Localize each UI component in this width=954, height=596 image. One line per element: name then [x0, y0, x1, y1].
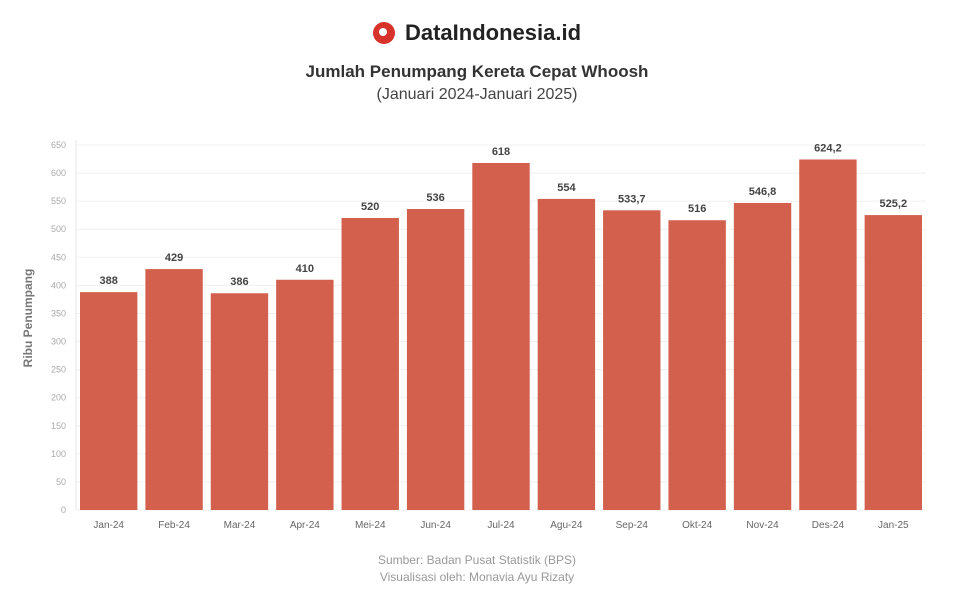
data-label: 388: [100, 275, 118, 287]
x-tick-label: Jul-24: [487, 520, 515, 531]
bar: [799, 159, 857, 511]
credit-note: Visualisasi oleh: Monavia Ayu Rizaty: [379, 570, 575, 584]
chart-subtitle: (Januari 2024-Januari 2025): [376, 86, 578, 103]
y-tick-label: 650: [51, 140, 66, 150]
y-tick-label: 550: [51, 196, 66, 206]
bar: [733, 202, 792, 510]
data-label: 386: [230, 276, 248, 288]
data-label: 429: [165, 252, 183, 264]
x-tick-label: Feb-24: [158, 520, 190, 531]
y-tick-label: 600: [51, 168, 66, 178]
data-label: 525,2: [880, 198, 908, 210]
logo-icon: [372, 22, 395, 44]
x-tick-label: Jan-24: [93, 520, 124, 531]
data-label: 554: [557, 182, 576, 194]
data-label: 410: [296, 263, 314, 275]
data-label: 520: [361, 201, 379, 213]
bar: [668, 220, 726, 510]
chart-title: Jumlah Penumpang Kereta Cepat Whoosh: [305, 62, 649, 81]
bar: [210, 293, 269, 510]
y-tick-label: 0: [61, 505, 66, 515]
brand-logo: DataIndonesia.id: [0, 20, 954, 46]
x-tick-label: Mar-24: [224, 520, 256, 531]
data-label: 624,2: [814, 142, 842, 154]
data-label: 546,8: [749, 186, 777, 198]
y-tick-label: 150: [51, 421, 66, 431]
y-axis-label: Ribu Penumpang: [21, 269, 35, 368]
x-tick-label: Des-24: [812, 520, 845, 531]
data-label: 536: [426, 192, 444, 204]
source-note: Sumber: Badan Pusat Statistik (BPS): [377, 553, 577, 567]
y-tick-label: 450: [51, 252, 66, 262]
brand-name: DataIndonesia.id: [404, 20, 582, 45]
y-tick-label: 50: [56, 477, 66, 487]
x-tick-label: Mei-24: [355, 520, 386, 531]
y-tick-label: 200: [51, 393, 66, 403]
x-tick-label: Nov-24: [746, 520, 779, 531]
bar: [80, 292, 138, 510]
bar: [406, 209, 465, 510]
chart-footer: Sumber: Badan Pusat Statistik (BPS) Visu…: [0, 552, 954, 586]
x-tick-label: Apr-24: [290, 520, 320, 531]
x-tick-label: Jan-25: [878, 520, 909, 531]
data-label: 618: [492, 146, 510, 158]
bar: [341, 218, 399, 510]
data-label: 516: [688, 203, 706, 215]
x-tick-label: Agu-24: [550, 520, 583, 531]
y-tick-label: 100: [51, 449, 66, 459]
y-tick-label: 250: [51, 365, 66, 375]
x-tick-label: Sep-24: [616, 520, 649, 531]
y-tick-label: 300: [51, 337, 66, 347]
bar: [472, 162, 530, 510]
bar: [603, 210, 661, 510]
bar: [537, 198, 596, 510]
bar: [145, 269, 203, 510]
x-tick-label: Jun-24: [420, 520, 451, 531]
y-tick-label: 500: [51, 224, 66, 234]
y-tick-label: 400: [51, 280, 66, 290]
bar: [276, 279, 334, 510]
bar: [864, 215, 922, 510]
y-tick-label: 350: [51, 308, 66, 318]
x-tick-label: Okt-24: [682, 520, 712, 531]
data-label: 533,7: [618, 193, 646, 205]
